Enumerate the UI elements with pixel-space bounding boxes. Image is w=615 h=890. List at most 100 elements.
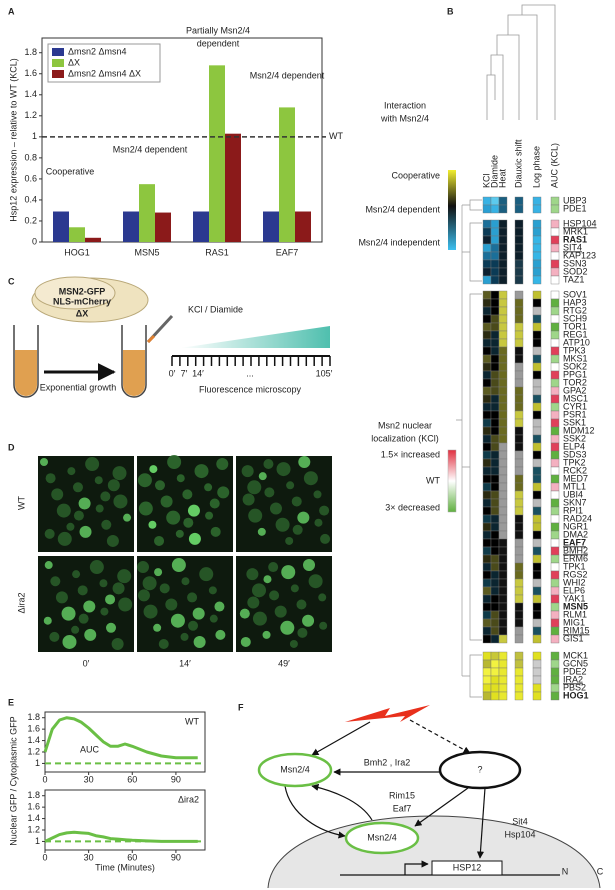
stress-bolt bbox=[345, 705, 430, 722]
cell bbox=[167, 455, 182, 469]
heatmap-cell bbox=[550, 634, 560, 644]
heatmap-cell bbox=[532, 594, 542, 604]
treatment-label: KCl / Diamide bbox=[188, 304, 243, 314]
row-dendrogram bbox=[456, 205, 463, 676]
heatmap-cell bbox=[490, 586, 500, 596]
timeline-label: ... bbox=[246, 368, 254, 378]
heatmap-cell bbox=[498, 570, 508, 580]
heatmap-cell bbox=[482, 275, 492, 285]
heatmap-cell bbox=[514, 634, 524, 644]
cell bbox=[187, 592, 198, 603]
gene-label: GCN5 bbox=[563, 658, 588, 668]
heatmap-cell bbox=[550, 659, 560, 669]
cell bbox=[84, 628, 97, 641]
heatmap-cell bbox=[498, 290, 508, 300]
heatmap-cell bbox=[498, 466, 508, 476]
bar bbox=[225, 133, 241, 242]
bar bbox=[53, 211, 69, 242]
heatmap-cell bbox=[498, 602, 508, 612]
gene-label: SIT4 bbox=[563, 242, 582, 252]
row-dendrogram bbox=[462, 654, 482, 698]
cell bbox=[274, 605, 287, 618]
gene-label: ELP4 bbox=[563, 441, 585, 451]
y-tick-label: 1 bbox=[35, 836, 40, 846]
heatmap-cell bbox=[532, 570, 542, 580]
cell bbox=[100, 607, 109, 616]
heatmap-cell bbox=[532, 586, 542, 596]
cell bbox=[154, 535, 165, 546]
heatmap-cell bbox=[532, 691, 542, 701]
cell bbox=[118, 597, 133, 612]
gene-label: UBI4 bbox=[563, 489, 583, 499]
heatmap-cell bbox=[490, 458, 500, 468]
heatmap-cell bbox=[490, 196, 500, 206]
heatmap-cell bbox=[514, 370, 524, 380]
heatmap-cell bbox=[482, 243, 492, 253]
heatmap-cell bbox=[514, 586, 524, 596]
heatmap-cell bbox=[498, 243, 508, 253]
heatmap-cell bbox=[482, 570, 492, 580]
cell bbox=[89, 560, 104, 575]
cell bbox=[308, 574, 323, 589]
heatmap-cell bbox=[532, 554, 542, 564]
legend-label: WT bbox=[426, 475, 440, 485]
timeline-label: 105′ bbox=[316, 368, 333, 378]
heatmap-cell bbox=[490, 626, 500, 636]
heatmap-cell bbox=[532, 434, 542, 444]
heatmap-cell bbox=[532, 235, 542, 245]
heatmap-cell bbox=[514, 442, 524, 452]
cell bbox=[100, 491, 111, 502]
gene-label: TPK3 bbox=[563, 345, 586, 355]
cell bbox=[170, 613, 185, 628]
heatmap-cell bbox=[532, 290, 542, 300]
cell bbox=[160, 495, 173, 508]
node-label: ? bbox=[477, 764, 482, 774]
x-tick-label: 0 bbox=[42, 774, 47, 784]
cell bbox=[199, 567, 214, 582]
gene-label: TAZ1 bbox=[563, 274, 584, 284]
heatmap-cell bbox=[498, 442, 508, 452]
heatmap-cell bbox=[550, 554, 560, 564]
heatmap-cell bbox=[550, 434, 560, 444]
heatmap-cell bbox=[490, 298, 500, 308]
heatmap-cell bbox=[514, 554, 524, 564]
heatmap-cell bbox=[490, 322, 500, 332]
heatmap-cell bbox=[498, 659, 508, 669]
heatmap-cell bbox=[532, 298, 542, 308]
heatmap-cell bbox=[514, 651, 524, 661]
heatmap-cell bbox=[490, 219, 500, 229]
gene-label: GIS1 bbox=[563, 633, 584, 643]
heatmap-cell bbox=[482, 251, 492, 261]
heatmap-cell bbox=[498, 227, 508, 237]
cell bbox=[143, 604, 158, 619]
heatmap-cell bbox=[550, 667, 560, 677]
heatmap-cell bbox=[498, 530, 508, 540]
heatmap-cell bbox=[498, 298, 508, 308]
heatmap-cell bbox=[532, 442, 542, 452]
heatmap-cell bbox=[498, 346, 508, 356]
heatmap-cell bbox=[482, 434, 492, 444]
heatmap-cell bbox=[498, 235, 508, 245]
cell bbox=[183, 517, 194, 528]
heatmap-cell bbox=[498, 410, 508, 420]
cell bbox=[137, 561, 149, 574]
heatmap-cell bbox=[532, 538, 542, 548]
heatmap-cell bbox=[498, 667, 508, 677]
heatmap-cell bbox=[490, 338, 500, 348]
legend-label: Δmsn2 Δmsn4 ΔX bbox=[68, 68, 141, 78]
edge-label: Eaf7 bbox=[393, 803, 412, 813]
heatmap-cell bbox=[498, 474, 508, 484]
cell bbox=[242, 493, 255, 506]
x-tick-label: 0 bbox=[42, 852, 47, 862]
heatmap-cell bbox=[550, 386, 560, 396]
heatmap-cell bbox=[514, 354, 524, 364]
edge-label: Bmh2 , Ira2 bbox=[364, 757, 411, 767]
heatmap-cell bbox=[490, 651, 500, 661]
heatmap-cell bbox=[532, 466, 542, 476]
row-dendrogram bbox=[462, 293, 482, 641]
heatmap-cell bbox=[550, 378, 560, 388]
heatmap-cell bbox=[550, 243, 560, 253]
heatmap-cell bbox=[490, 610, 500, 620]
cell bbox=[264, 487, 275, 498]
edge bbox=[284, 785, 346, 839]
